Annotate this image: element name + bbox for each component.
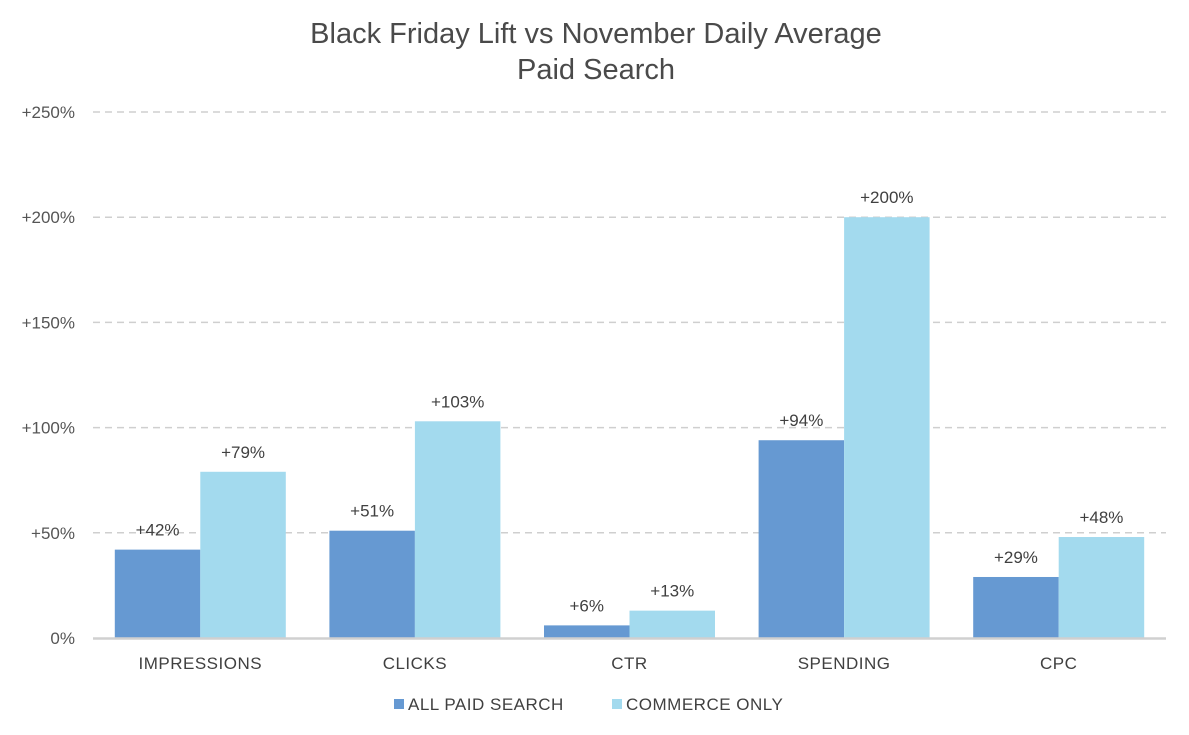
- bar: [973, 576, 1059, 638]
- x-axis-categories: IMPRESSIONS CLICKS CTR SPENDING CPC: [139, 654, 1077, 673]
- legend-swatch: [394, 699, 404, 709]
- chart-title: Black Friday Lift vs November Daily Aver…: [310, 18, 882, 50]
- x-tick-label: SPENDING: [798, 654, 891, 673]
- y-tick-label: 0%: [50, 629, 75, 648]
- y-axis-ticks: 0% +50% +100% +150% +200% +250%: [22, 103, 75, 648]
- chart-subtitle: Paid Search: [517, 54, 675, 86]
- y-tick-label: +250%: [22, 103, 75, 122]
- legend-label: COMMERCE ONLY: [626, 695, 783, 714]
- data-label: +200%: [860, 188, 913, 207]
- bar: [329, 530, 415, 638]
- gridlines: [93, 111, 1166, 534]
- data-label: +29%: [994, 548, 1038, 567]
- y-tick-label: +150%: [22, 313, 75, 332]
- data-label: +94%: [779, 411, 823, 430]
- x-tick-label: CLICKS: [383, 654, 447, 673]
- data-label: +13%: [650, 582, 694, 601]
- bar: [758, 440, 845, 638]
- bar: [844, 217, 930, 638]
- legend-label: ALL PAID SEARCH: [408, 695, 564, 714]
- bar: [200, 471, 286, 638]
- data-label: +79%: [221, 443, 265, 462]
- y-tick-label: +100%: [22, 419, 75, 438]
- bars: [114, 217, 1145, 638]
- y-tick-label: +50%: [31, 524, 75, 543]
- x-tick-label: IMPRESSIONS: [139, 654, 263, 673]
- data-label: +48%: [1079, 508, 1123, 527]
- data-label: +6%: [570, 596, 605, 615]
- data-label: +103%: [431, 392, 484, 411]
- y-tick-label: +200%: [22, 208, 75, 227]
- bar: [544, 625, 630, 638]
- data-label: +51%: [350, 502, 394, 521]
- data-label: +42%: [136, 521, 180, 540]
- legend: ALL PAID SEARCH COMMERCE ONLY: [394, 695, 783, 714]
- x-tick-label: CTR: [611, 654, 647, 673]
- bar: [414, 421, 501, 638]
- data-labels: +42% +79% +51% +103% +6% +13% +94% +200% +29% +48…: [136, 188, 1124, 615]
- bar: [629, 610, 715, 638]
- bar: [1058, 537, 1145, 638]
- bar: [114, 549, 201, 638]
- x-tick-label: CPC: [1040, 654, 1077, 673]
- legend-swatch: [612, 699, 622, 709]
